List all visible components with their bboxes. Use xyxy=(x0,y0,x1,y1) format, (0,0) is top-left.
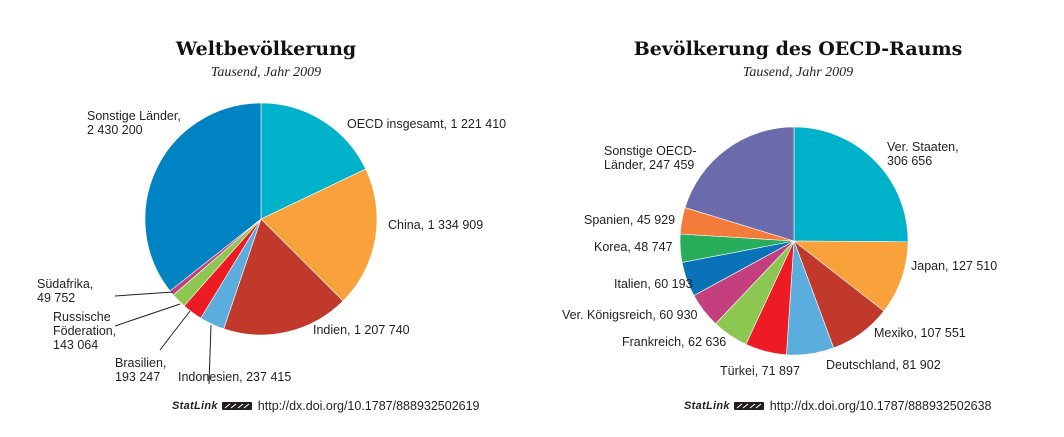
statlink-label: StatLink xyxy=(172,400,218,412)
pie-slice-china xyxy=(260,168,378,302)
data-label-italien: Italien, 60 193 xyxy=(614,277,693,291)
chart-panel-oecd-population: Bevölkerung des OECD-Raums Tausend, Jahr… xyxy=(532,0,1064,437)
data-label-russische-foderation: Russische Föderation, 143 064 xyxy=(53,310,116,352)
leader-line-indonesien xyxy=(208,324,212,385)
pie-slice-sonstige-oecd-lander xyxy=(684,126,795,242)
data-label-turkei: Türkei, 71 897 xyxy=(720,364,800,378)
data-label-ver-staaten: Ver. Staaten, 306 656 xyxy=(887,140,959,168)
data-label-brasilien: Brasilien, 193 247 xyxy=(115,356,166,384)
data-label-sonstige-lander: Sonstige Länder, 2 430 200 xyxy=(87,109,181,137)
pie-chart-world: OECD insgesamt, 1 221 410 China, 1 334 90… xyxy=(37,102,506,385)
chart-title: Bevölkerung des OECD-Raums xyxy=(633,38,963,60)
data-label-korea: Korea, 48 747 xyxy=(594,240,673,254)
oecd-ilibrary-logo-icon xyxy=(221,402,252,410)
statlink-url-link[interactable]: http://dx.doi.org/10.1787/888932502619 xyxy=(257,399,480,413)
data-label-japan: Japan, 127 510 xyxy=(911,259,997,273)
pie-slice-indien xyxy=(223,218,344,336)
chart-panel-world-population: Weltbevölkerung Tausend, Jahr 2009 OECD … xyxy=(37,38,506,414)
leader-line-brasilien xyxy=(159,310,191,351)
pie-slice-sonstige-lander xyxy=(144,102,262,292)
data-label-frankreich: Frankreich, 62 636 xyxy=(622,335,726,349)
leader-line-russische-foderation xyxy=(114,303,181,327)
data-label-spanien: Spanien, 45 929 xyxy=(584,213,675,227)
data-label-indonesien: Indonesien, 237 415 xyxy=(178,370,291,384)
data-label-oecd-insgesamt: OECD insgesamt, 1 221 410 xyxy=(347,117,506,131)
data-label-sonstige-oecd-lander: Sonstige OECD-Länder, 247 459 xyxy=(604,144,696,172)
pie-slice-ver-staaten xyxy=(793,126,909,243)
statlink-footer: StatLink http://dx.doi.org/10.1787/88893… xyxy=(172,398,480,414)
statlink-footer: StatLink http://dx.doi.org/10.1787/88893… xyxy=(684,398,992,414)
pie-slice-japan xyxy=(793,240,909,312)
data-label-sudafrika: Südafrika, 49 752 xyxy=(37,277,93,305)
data-label-indien: Indien, 1 207 740 xyxy=(313,323,410,337)
statlink-url-link[interactable]: http://dx.doi.org/10.1787/888932502638 xyxy=(769,399,992,413)
data-label-china: China, 1 334 909 xyxy=(388,218,483,232)
data-label-ver-konigsreich: Ver. Königsreich, 60 930 xyxy=(562,308,698,322)
pie-chart-oecd: Ver. Staaten, 306 656 Japan, 127 510 Mexiko… xyxy=(562,126,997,378)
chart-subtitle: Tausend, Jahr 2009 xyxy=(210,65,322,80)
pie-slice-oecd-insgesamt xyxy=(260,102,367,220)
oecd-ilibrary-logo-icon xyxy=(733,402,764,410)
statlink-label: StatLink xyxy=(684,400,730,412)
chart-subtitle: Tausend, Jahr 2009 xyxy=(742,65,854,80)
leader-line-sudafrika xyxy=(114,291,174,297)
chart-title: Weltbevölkerung xyxy=(175,38,357,60)
data-label-mexiko: Mexiko, 107 551 xyxy=(874,326,966,340)
data-label-deutschland: Deutschland, 81 902 xyxy=(826,358,941,372)
